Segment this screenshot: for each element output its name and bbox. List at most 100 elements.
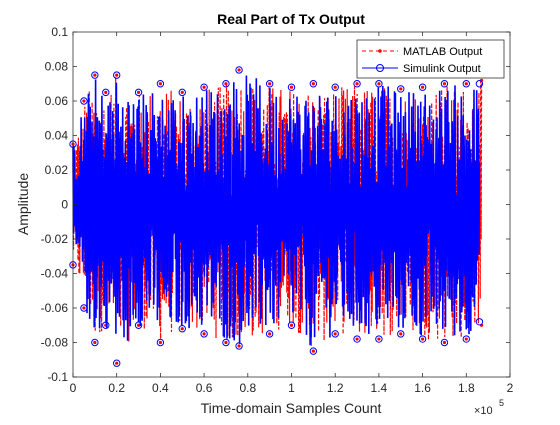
x-exponent-power: 5 <box>499 398 504 408</box>
series-marker <box>80 304 88 312</box>
series-simulink <box>69 66 484 367</box>
series-marker <box>115 361 119 365</box>
legend-entry-simulink: Simulink Output <box>362 63 481 75</box>
series-marker <box>136 90 141 94</box>
series-marker <box>158 82 162 86</box>
series-marker <box>222 338 230 347</box>
y-tick-label: 0 <box>61 198 68 212</box>
x-tick-label: 1.4 <box>371 381 388 395</box>
series-marker <box>464 82 468 86</box>
y-tick-label: 0.1 <box>51 25 68 39</box>
series-marker <box>377 337 381 341</box>
y-tick-label: -0.04 <box>41 267 69 281</box>
series-marker <box>222 80 230 88</box>
series-marker <box>397 85 405 93</box>
x-tick-label: 0.2 <box>108 381 125 395</box>
series-marker <box>421 337 425 341</box>
y-axis-label: Amplitude <box>15 173 31 235</box>
series-marker <box>309 80 318 88</box>
series-marker <box>353 80 361 88</box>
series-marker <box>93 340 97 345</box>
series-marker <box>202 332 206 336</box>
series-marker <box>462 335 470 343</box>
series-marker <box>178 88 186 97</box>
series-marker <box>462 80 470 88</box>
series-marker <box>397 330 405 338</box>
series-marker <box>80 97 88 105</box>
x-tick-label: 0.4 <box>152 381 169 395</box>
series-marker <box>115 73 119 77</box>
series-marker <box>134 88 143 97</box>
series-marker <box>309 347 318 355</box>
series-marker <box>113 359 121 367</box>
series-marker <box>440 80 449 88</box>
y-tick-label: 0.04 <box>45 129 69 143</box>
y-tick-label: -0.1 <box>47 370 68 384</box>
series-marker <box>265 80 274 88</box>
series-marker <box>113 71 121 79</box>
series-marker <box>375 80 383 88</box>
series-marker <box>224 82 228 86</box>
series-marker <box>440 338 449 347</box>
series-marker <box>156 338 165 347</box>
series-marker <box>82 306 86 310</box>
series-marker <box>399 332 403 336</box>
series-marker <box>289 85 294 89</box>
series-marker <box>418 83 427 91</box>
series-marker <box>333 332 337 336</box>
series-marker <box>158 340 162 345</box>
x-tick-label: 0 <box>70 381 77 395</box>
x-tick-label: 1.8 <box>458 381 475 395</box>
series-marker <box>136 323 141 327</box>
series-marker <box>331 330 339 338</box>
x-exponent: ×10 5 <box>474 398 504 417</box>
x-tick-label: 1 <box>288 381 295 395</box>
y-tick-label: -0.02 <box>41 232 69 246</box>
series-marker <box>268 332 272 336</box>
x-tick-label: 1.2 <box>327 381 344 395</box>
chart-title: Real Part of Tx Output <box>217 11 365 27</box>
series-marker <box>102 321 110 329</box>
series-marker <box>331 83 339 91</box>
series-marker <box>442 82 447 86</box>
x-tick-label: 1.6 <box>414 381 431 395</box>
series-marker <box>91 338 99 347</box>
series-marker <box>237 344 241 348</box>
series-marker <box>355 82 359 86</box>
series-marker <box>375 335 383 343</box>
series-marker <box>289 323 294 327</box>
series-marker <box>82 99 86 103</box>
y-tick-label: 0.08 <box>45 60 69 74</box>
series-marker <box>202 85 206 89</box>
series-marker <box>287 321 296 329</box>
series-marker <box>311 349 315 353</box>
series-marker <box>311 82 315 86</box>
series-marker <box>134 321 143 329</box>
series-marker <box>333 85 337 89</box>
legend-label-matlab: MATLAB Output <box>403 46 482 58</box>
x-tick-label: 2 <box>507 381 514 395</box>
legend-marker-matlab <box>378 49 382 53</box>
series-marker <box>102 88 110 97</box>
x-tick-label: 0.8 <box>239 381 256 395</box>
x-axis-label: Time-domain Samples Count <box>201 400 382 416</box>
legend-entry-matlab: MATLAB Output <box>362 46 482 58</box>
y-tick-label: 0.02 <box>45 163 69 177</box>
y-tick-label: -0.08 <box>41 336 69 350</box>
series-marker <box>268 82 272 86</box>
series-marker <box>224 340 228 345</box>
series-marker <box>442 340 447 345</box>
series-marker <box>421 85 425 89</box>
legend-label-simulink: Simulink Output <box>403 63 481 75</box>
x-axis: 0 0.2 0.4 0.6 0.8 1 1.2 1.4 1.6 1.8 2 <box>70 32 514 395</box>
series-marker <box>237 68 241 72</box>
series-marker <box>399 87 403 91</box>
series-marker <box>104 90 108 94</box>
series-marker <box>287 83 296 91</box>
series-marker <box>355 337 359 341</box>
series-line <box>72 75 481 346</box>
series-marker <box>180 327 184 331</box>
series-marker <box>377 82 381 86</box>
